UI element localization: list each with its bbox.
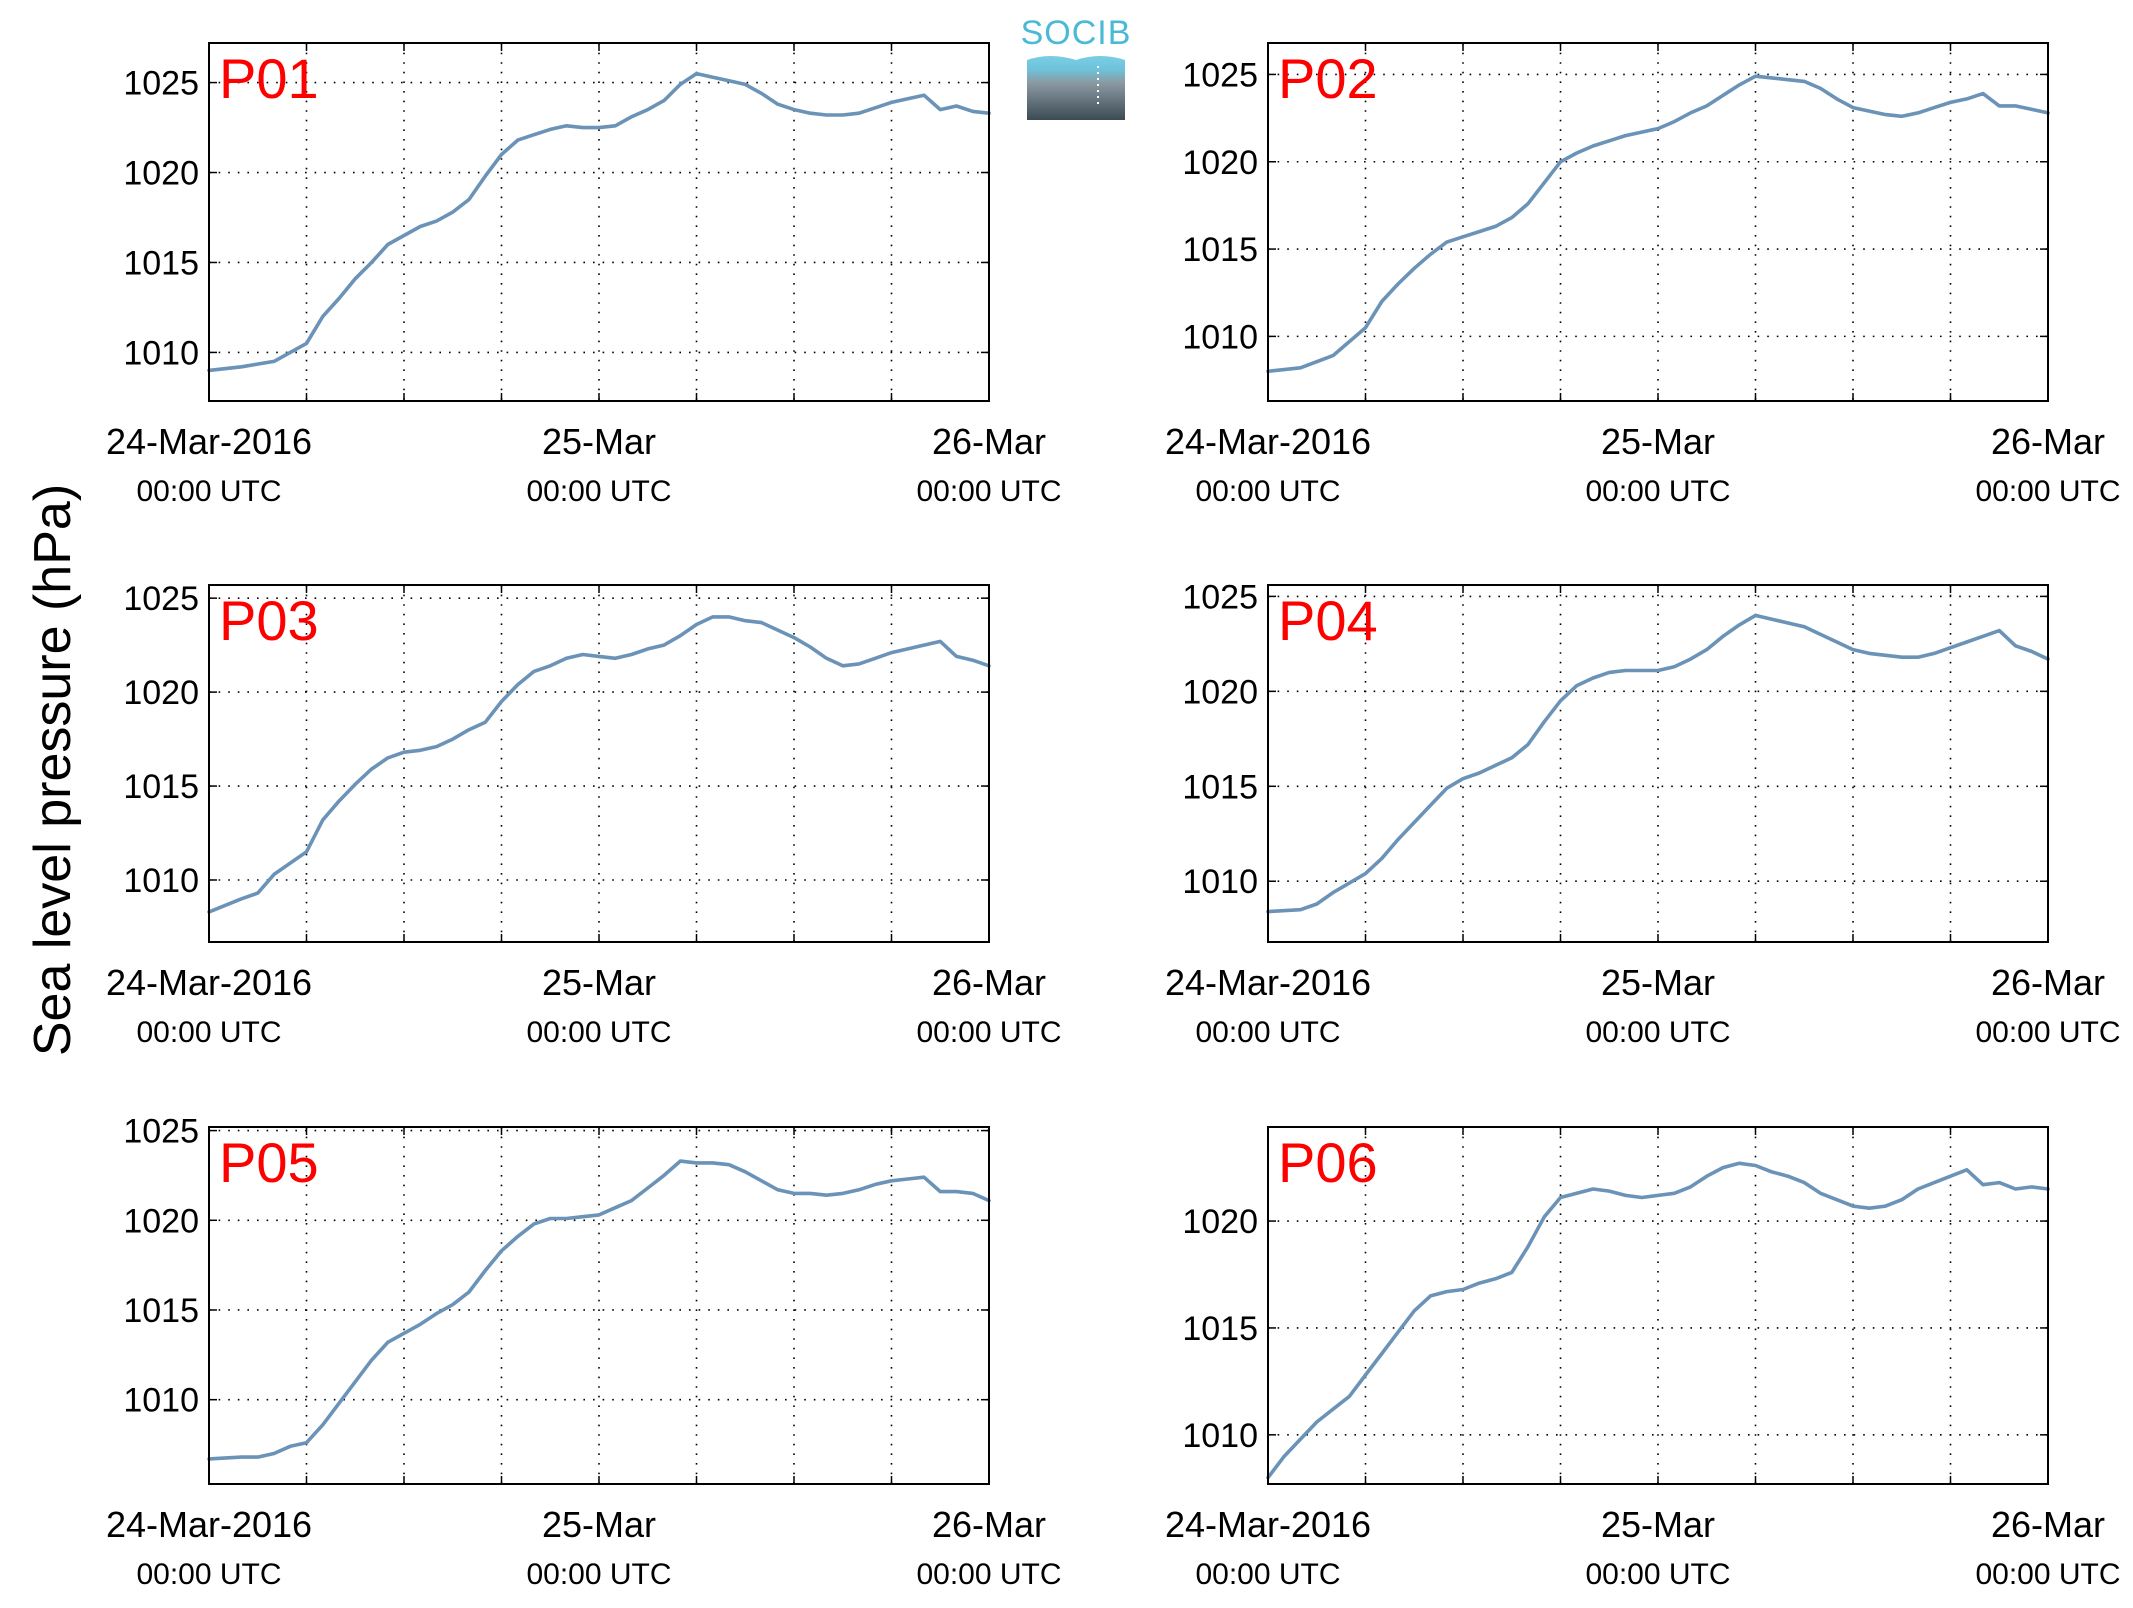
y-tick-label: 1025 <box>1182 56 1258 94</box>
axes-frame <box>1267 42 2049 402</box>
x-tick-label-date: 24-Mar-2016 <box>106 1504 312 1545</box>
x-tick-label-time: 00:00 UTC <box>526 1558 671 1591</box>
x-tick-label-time: 00:00 UTC <box>1975 475 2120 508</box>
x-tick-label-date: 25-Mar <box>542 962 656 1003</box>
y-tick-label: 1015 <box>1182 768 1258 806</box>
y-tick-label: 1020 <box>123 674 199 712</box>
panel-label: P05 <box>219 1131 319 1194</box>
panel-label: P04 <box>1278 589 1378 652</box>
series-line <box>207 615 991 914</box>
y-tick-label: 1025 <box>123 65 199 103</box>
axes-frame <box>1267 1126 2049 1485</box>
y-tick-label: 1010 <box>123 1382 199 1420</box>
x-tick-label-time: 00:00 UTC <box>136 1558 281 1591</box>
chart-panel-p03: 1010 1015 1020 1025 24-Mar-2016 00:00 UTC 25-M… <box>106 580 1062 1049</box>
logo-gradient-block <box>1027 52 1125 120</box>
x-tick-label-date: 25-Mar <box>542 1504 656 1545</box>
chart-panels: 1010 1015 1020 1025 24-Mar-2016 00:00 UTC 25-M… <box>106 42 2121 1591</box>
socib-logo: SOCIB <box>1021 14 1132 120</box>
y-tick-label: 1020 <box>123 155 199 193</box>
chart-panel-p06: 1010 1015 1020 24-Mar-2016 00:00 UTC 25-Mar 00… <box>1165 1126 2121 1591</box>
series-line <box>207 71 991 373</box>
chart-panel-p01: 1010 1015 1020 1025 24-Mar-2016 00:00 UTC 25-M… <box>106 42 1062 508</box>
x-tick-label-time: 00:00 UTC <box>916 475 1061 508</box>
x-tick-label-date: 25-Mar <box>1601 421 1715 462</box>
x-tick-label-date: 26-Mar <box>1991 1504 2105 1545</box>
y-tick-label: 1015 <box>123 768 199 806</box>
series-line <box>1266 613 2050 914</box>
chart-panel-p02: 1010 1015 1020 1025 24-Mar-2016 00:00 UTC 25-M… <box>1165 42 2121 508</box>
x-tick-label-date: 26-Mar <box>1991 962 2105 1003</box>
series-line <box>207 1159 991 1461</box>
y-tick-label: 1010 <box>1182 318 1258 356</box>
y-tick-label: 1015 <box>123 1292 199 1330</box>
x-tick-label-date: 26-Mar <box>932 421 1046 462</box>
x-tick-label-date: 26-Mar <box>932 962 1046 1003</box>
y-tick-label: 1020 <box>1182 1203 1258 1241</box>
y-tick-label: 1010 <box>123 862 199 900</box>
x-tick-label-time: 00:00 UTC <box>1585 1558 1730 1591</box>
chart-panel-p04: 1010 1015 1020 1025 24-Mar-2016 00:00 UTC 25-M… <box>1165 578 2121 1049</box>
y-axis-label: Sea level pressure (hPa) <box>24 484 82 1056</box>
y-tick-label: 1020 <box>1182 673 1258 711</box>
x-tick-label-time: 00:00 UTC <box>1195 1016 1340 1049</box>
y-tick-label: 1020 <box>123 1202 199 1240</box>
axes-frame <box>1267 584 2049 943</box>
x-tick-label-date: 26-Mar <box>1991 421 2105 462</box>
x-tick-label-date: 24-Mar-2016 <box>106 962 312 1003</box>
x-tick-label-date: 24-Mar-2016 <box>1165 421 1371 462</box>
x-tick-label-date: 24-Mar-2016 <box>106 421 312 462</box>
x-tick-label-time: 00:00 UTC <box>1195 475 1340 508</box>
logo-text: SOCIB <box>1021 14 1132 52</box>
axes-frame <box>208 1126 990 1485</box>
chart-panel-p05: 1010 1015 1020 1025 24-Mar-2016 00:00 UTC 25-M… <box>106 1113 1062 1591</box>
x-tick-label-date: 24-Mar-2016 <box>1165 962 1371 1003</box>
panel-label: P03 <box>219 589 319 652</box>
series-line <box>1266 74 2050 374</box>
x-tick-label-time: 00:00 UTC <box>136 475 281 508</box>
logo-wave-shape <box>1027 52 1125 60</box>
x-tick-label-time: 00:00 UTC <box>916 1558 1061 1591</box>
y-tick-label: 1025 <box>1182 578 1258 616</box>
x-tick-label-time: 00:00 UTC <box>1975 1558 2120 1591</box>
panel-label: P06 <box>1278 1131 1378 1194</box>
y-tick-label: 1015 <box>123 244 199 282</box>
y-tick-label: 1010 <box>1182 1417 1258 1455</box>
x-tick-label-time: 00:00 UTC <box>526 1016 671 1049</box>
x-tick-label-date: 25-Mar <box>1601 1504 1715 1545</box>
y-tick-label: 1025 <box>123 1113 199 1151</box>
y-tick-label: 1010 <box>123 334 199 372</box>
x-tick-label-date: 24-Mar-2016 <box>1165 1504 1371 1545</box>
y-tick-label: 1015 <box>1182 1310 1258 1348</box>
x-tick-label-time: 00:00 UTC <box>526 475 671 508</box>
y-tick-label: 1010 <box>1182 863 1258 901</box>
x-tick-label-date: 25-Mar <box>542 421 656 462</box>
y-tick-label: 1025 <box>123 580 199 618</box>
y-tick-label: 1015 <box>1182 231 1258 269</box>
x-tick-label-time: 00:00 UTC <box>1195 1558 1340 1591</box>
x-tick-label-date: 25-Mar <box>1601 962 1715 1003</box>
panel-label: P01 <box>219 47 319 110</box>
x-tick-label-time: 00:00 UTC <box>916 1016 1061 1049</box>
x-tick-label-time: 00:00 UTC <box>1585 475 1730 508</box>
x-tick-label-date: 26-Mar <box>932 1504 1046 1545</box>
x-tick-label-time: 00:00 UTC <box>136 1016 281 1049</box>
x-tick-label-time: 00:00 UTC <box>1585 1016 1730 1049</box>
panel-label: P02 <box>1278 47 1378 110</box>
y-tick-label: 1020 <box>1182 144 1258 182</box>
axes-frame <box>208 42 990 402</box>
series-line <box>1266 1161 2050 1480</box>
x-tick-label-time: 00:00 UTC <box>1975 1016 2120 1049</box>
axes-frame <box>208 584 990 943</box>
